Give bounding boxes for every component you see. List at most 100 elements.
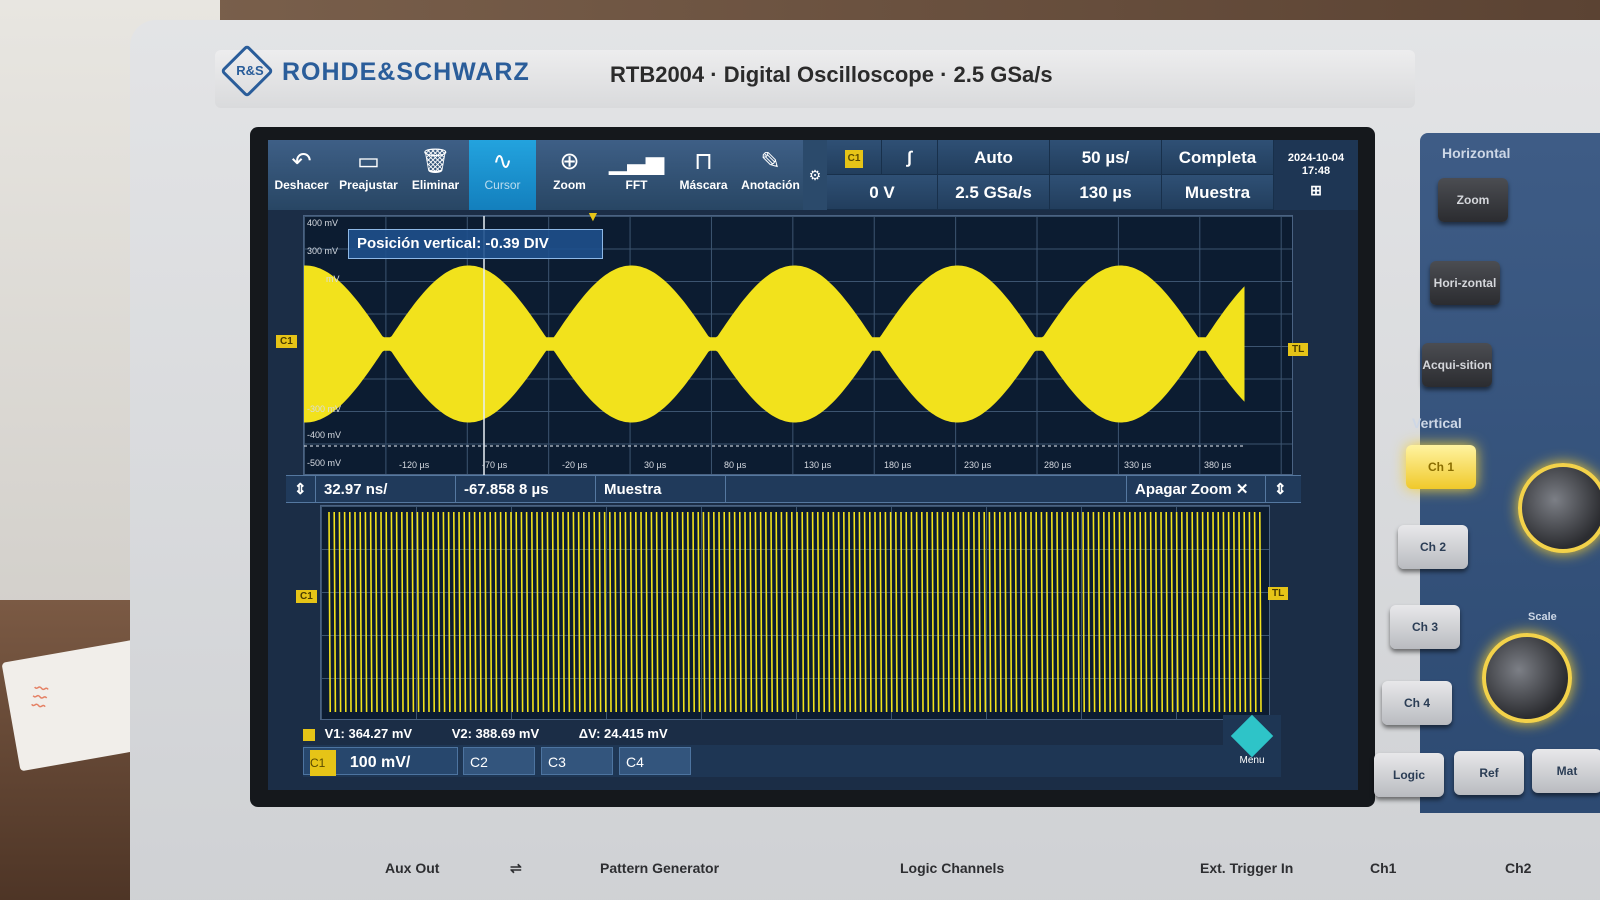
trigger-level-marker[interactable]: TL — [1288, 343, 1309, 356]
zoom-trigger-level-marker[interactable]: TL — [1268, 587, 1289, 600]
aux-out-label: Aux Out — [385, 860, 440, 876]
x-label: -70 µs — [482, 460, 508, 470]
y-label-300mv: 300 mV — [307, 246, 339, 256]
x-label: 80 µs — [724, 460, 747, 470]
model-line: RTB2004 · Digital Oscilloscope · 2.5 GSa… — [610, 62, 1053, 87]
mask-button[interactable]: ⊓ Máscara — [670, 140, 738, 210]
ch1-hw-button[interactable]: Ch 1 — [1406, 445, 1476, 489]
x-label: 230 µs — [964, 460, 992, 470]
zoom-panel-arrows-icon[interactable]: ⇕ — [1274, 481, 1287, 498]
x-label: 280 µs — [1044, 460, 1072, 470]
trigger-position-marker-icon[interactable]: ▼ — [586, 208, 600, 224]
channel1-scale: 100 mV/ — [349, 754, 411, 771]
acquisition-mode[interactable]: Muestra — [1162, 175, 1274, 210]
trigger-level[interactable]: 0 V — [827, 175, 938, 210]
mask-icon: ⊓ — [694, 148, 713, 175]
channel4-button[interactable]: C4 — [619, 747, 691, 775]
preset-button[interactable]: ▭ Preajustar — [335, 140, 403, 210]
x-label: 130 µs — [804, 460, 832, 470]
vertical-position-knob[interactable] — [1518, 463, 1600, 553]
rising-edge-icon: ∫ — [907, 148, 912, 167]
sample-rate: 2.5 GSa/s — [938, 175, 1050, 210]
vertical-scale-knob[interactable] — [1482, 633, 1572, 723]
undo-icon: ↶ — [291, 148, 312, 175]
math-hw-button[interactable]: Mat — [1532, 749, 1600, 793]
zoom-button[interactable]: ⊕ Zoom — [536, 140, 604, 210]
x-label: 380 µs — [1204, 460, 1232, 470]
zoom-off-button[interactable]: Apagar Zoom ✕ — [1126, 476, 1266, 503]
ch2-hw-button[interactable]: Ch 2 — [1398, 525, 1468, 569]
ch2-input-label: Ch2 — [1505, 860, 1532, 876]
cursor-channel-chip — [303, 728, 315, 741]
undo-button[interactable]: ↶ Deshacer — [268, 140, 336, 210]
horizontal-position[interactable]: 130 µs — [1050, 175, 1162, 210]
zoom-hw-button[interactable]: Zoom — [1438, 178, 1508, 222]
front-control-panel: Horizontal Zoom Hori-zontal Acqui-sition… — [1374, 133, 1600, 813]
time: 17:48 — [1301, 165, 1331, 177]
horizontal-hw-button[interactable]: Hori-zontal — [1430, 261, 1500, 305]
record-mode[interactable]: Completa — [1162, 140, 1274, 175]
cursor-v1: V1: 364.27 mV — [324, 726, 413, 741]
channel1-marker[interactable]: C1 — [276, 335, 297, 348]
y-label-minus-300mv: -300 mV — [307, 404, 342, 414]
timebase-scale[interactable]: 50 µs/ — [1050, 140, 1162, 175]
trigger-mode[interactable]: Auto — [938, 140, 1050, 175]
zoom-position[interactable]: -67.858 8 µs — [456, 476, 596, 503]
channel3-button[interactable]: C3 — [541, 747, 613, 775]
y-label-minus-500mv: -500 mV — [307, 458, 342, 468]
trash-icon: 🗑 — [420, 148, 451, 175]
cursor-button[interactable]: ∿ Cursor — [469, 140, 537, 210]
fft-button[interactable]: ▁▃▅ FFT — [603, 140, 671, 210]
y-label-mv: mV — [326, 274, 340, 284]
logic-channels-label: Logic Channels — [900, 860, 1005, 876]
menu-button[interactable]: Menu — [1223, 714, 1281, 777]
ref-hw-button[interactable]: Ref — [1454, 751, 1524, 795]
zoom-waveform-grid[interactable] — [320, 505, 1270, 720]
main-waveform-trace — [304, 216, 1245, 476]
fft-icon: ▁▃▅ — [608, 148, 665, 175]
scale-label: Scale — [1528, 611, 1557, 623]
close-icon: ✕ — [1235, 481, 1249, 498]
oscilloscope-screen: ↶ Deshacer ▭ Preajustar 🗑 Eliminar ∿ Cursor … — [268, 140, 1358, 790]
cursor-readout-bar: V1: 364.27 mV V2: 388.69 mV ΔV: 24.415 m… — [303, 723, 1263, 745]
brand-name: ROHDE&SCHWARZ — [282, 58, 530, 86]
datetime: 2024-10-04 17:48 ⊞ — [1274, 140, 1358, 210]
cursor-delta: ΔV: 24.415 mV — [578, 726, 668, 741]
annotation-button[interactable]: ✎ Anotación — [737, 140, 805, 210]
pattern-generator-label: Pattern Generator — [600, 860, 720, 876]
cursor-v2: V2: 388.69 mV — [451, 726, 540, 741]
acquisition-hw-button[interactable]: Acqui-sition — [1422, 343, 1492, 387]
zoom-channel1-marker[interactable]: C1 — [296, 590, 317, 603]
channel1-chip: C1 — [310, 750, 336, 777]
channel2-button[interactable]: C2 — [463, 747, 535, 775]
ext-trigger-label: Ext. Trigger In — [1200, 860, 1294, 876]
y-label-minus-400mv: -400 mV — [307, 430, 342, 440]
horizontal-section-title: Horizontal — [1442, 145, 1511, 161]
vertical-position-tooltip: Posición vertical: -0.39 DIV — [348, 229, 603, 259]
settings-gear-icon[interactable]: ⚙ — [803, 140, 827, 210]
trigger-slope[interactable]: ∫ — [882, 140, 938, 175]
ch4-hw-button[interactable]: Ch 4 — [1382, 681, 1452, 725]
channel-bar: C1 100 mV/ C2 C3 C4 — [303, 745, 1223, 777]
trigger-source[interactable]: C1 — [827, 140, 882, 175]
x-label: 180 µs — [884, 460, 912, 470]
logic-hw-button[interactable]: Logic — [1374, 753, 1444, 797]
menu-diamond-icon — [1230, 714, 1274, 758]
zoom-timebase[interactable]: 32.97 ns/ — [316, 476, 456, 503]
cursor-wave-icon: ∿ — [492, 148, 513, 175]
zoom-info-bar: ⇕ 32.97 ns/ -67.858 8 µs Muestra Apagar … — [286, 475, 1301, 503]
x-label: 330 µs — [1124, 460, 1152, 470]
y-label-400mv: 400 mV — [307, 218, 339, 228]
brand-bar — [215, 50, 1415, 108]
delete-button[interactable]: 🗑 Eliminar — [402, 140, 470, 210]
ch3-hw-button[interactable]: Ch 3 — [1390, 605, 1460, 649]
zoom-waveform-trace — [328, 511, 1262, 713]
x-label: -20 µs — [562, 460, 588, 470]
zoom-scroll-arrows-icon[interactable]: ⇕ — [286, 476, 316, 503]
channel1-button[interactable]: C1 100 mV/ — [303, 747, 458, 777]
zoom-icon: ⊕ — [559, 148, 580, 175]
zoom-mode[interactable]: Muestra — [596, 476, 726, 503]
main-waveform-grid[interactable]: 400 mV 300 mV mV -300 mV -400 mV -500 mV… — [303, 215, 1293, 476]
vertical-section-title: Vertical — [1412, 415, 1462, 431]
